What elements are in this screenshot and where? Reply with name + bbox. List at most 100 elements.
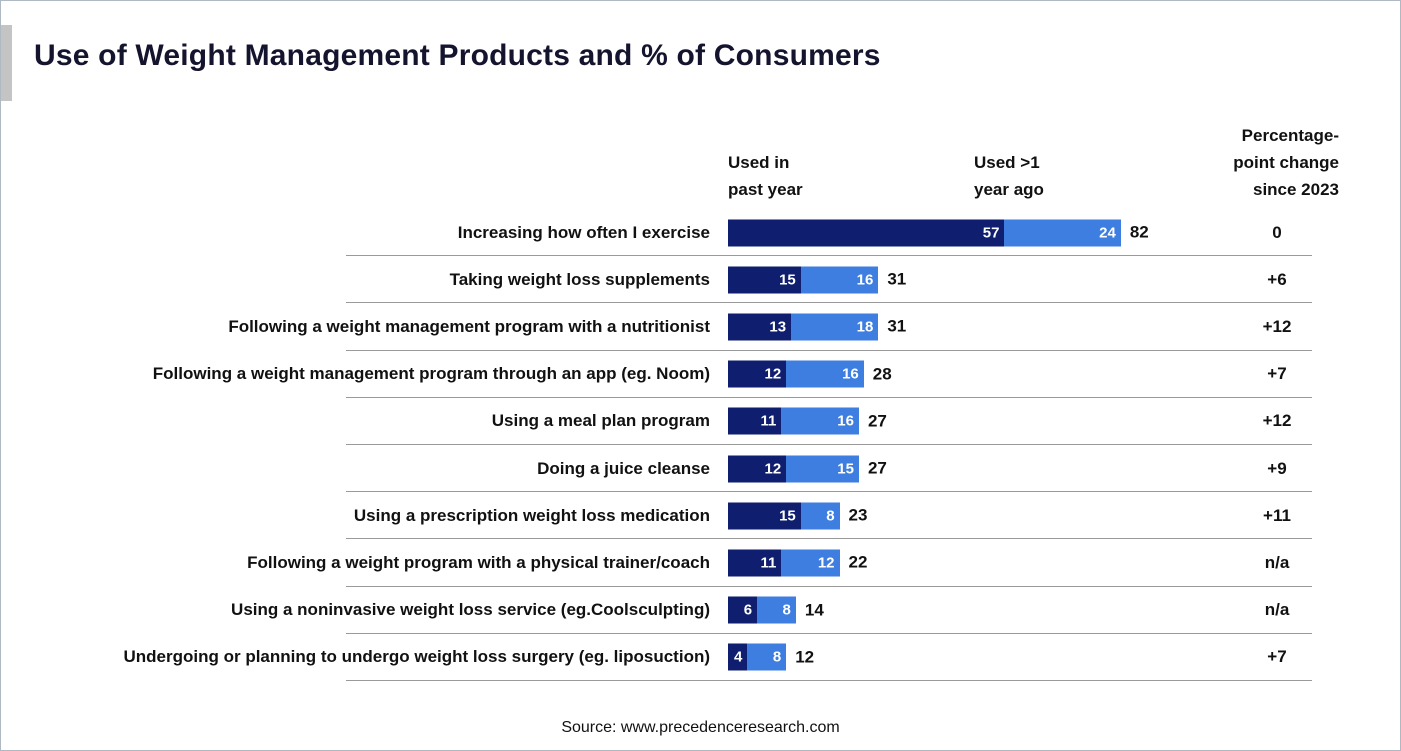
segment-value-year-ago: 16 [856,271,874,289]
bar-segment-used-past-year: 15 [728,502,801,530]
row-separator [346,632,1312,634]
bar-total-label: 12 [795,647,815,667]
segment-value-past-year: 15 [779,271,796,289]
bar-total-label: 28 [872,364,892,384]
bar-segment-used-year-ago: 12 [781,549,840,577]
title-accent-bar [1,25,12,101]
category-label: Following a weight management program wi… [228,316,710,336]
row-separator [346,491,1312,493]
bar-area: 12 15 27 [728,455,887,483]
segment-value-year-ago: 8 [782,601,791,619]
bar-segment-used-past-year: 11 [728,407,782,435]
bar-area: 57 24 82 [728,219,1149,247]
segment-value-year-ago: 12 [817,554,835,572]
bar-area: 12 16 28 [728,360,892,388]
bar-area: 15 8 23 [728,502,868,530]
bar-segment-used-past-year: 11 [728,549,782,577]
column-header-percentage-point-change: Percentage- point change since 2023 [1233,126,1339,199]
segment-value-past-year: 4 [734,648,743,666]
category-label: Using a noninvasive weight loss service … [231,600,710,620]
row-separator [346,585,1312,587]
page-title: Use of Weight Management Products and % … [34,39,881,72]
segment-value-past-year: 11 [760,412,777,430]
bar-segment-used-year-ago: 16 [781,407,859,435]
bar-total-label: 27 [867,411,887,431]
segment-value-year-ago: 16 [837,412,854,430]
change-value: +7 [1267,647,1287,667]
change-value: +12 [1262,316,1292,336]
row-separator [346,679,1312,681]
change-value: 0 [1272,222,1282,242]
bar-area: 11 16 27 [728,407,887,435]
segment-value-year-ago: 8 [826,507,835,525]
bar-segment-used-year-ago: 24 [1004,219,1121,247]
segment-value-past-year: 13 [769,318,787,336]
category-label: Following a weight management program th… [152,364,710,384]
chart-row: Taking weight loss supplements 15 16 31 … [41,256,1361,304]
bar-area: 13 18 31 [728,313,907,341]
bar-segment-used-past-year: 15 [728,266,801,294]
segment-value-past-year: 12 [764,460,782,478]
column-header-used-year-ago: Used >1 year ago [974,153,1044,199]
segment-value-past-year: 11 [760,554,777,572]
chart-row: Using a noninvasive weight loss service … [41,587,1361,634]
bar-total-label: 23 [848,505,868,525]
category-label: Undergoing or planning to undergo weight… [123,647,711,667]
category-label: Increasing how often I exercise [457,222,710,242]
bar-segment-used-past-year: 4 [728,643,748,671]
bar-segment-used-past-year: 12 [728,455,787,483]
change-value: +6 [1267,269,1287,289]
bar-total-label: 27 [867,458,887,478]
change-value: +11 [1263,505,1291,525]
segment-value-year-ago: 24 [1099,224,1116,242]
category-label: Doing a juice cleanse [537,458,710,478]
segment-value-past-year: 12 [764,365,782,383]
row-separator [346,255,1312,257]
bar-segment-used-past-year: 12 [728,360,787,388]
row-separator [346,443,1312,445]
category-label: Following a weight program with a physic… [247,552,710,572]
bar-total-label: 22 [848,552,868,572]
chart-row: Using a prescription weight loss medicat… [41,492,1361,540]
bar-segment-used-year-ago: 8 [747,643,787,671]
bar-total-label: 82 [1129,222,1149,242]
bar-total-label: 31 [887,269,907,289]
bar-segment-used-year-ago: 16 [800,266,879,294]
bar-area: 6 8 14 [728,596,824,624]
column-header-used-past-year: Used in past year [728,153,803,199]
change-value: +9 [1267,458,1287,478]
chart-row: Increasing how often I exercise 57 24 82… [41,209,1361,257]
change-value: n/a [1264,600,1290,620]
bar-area: 11 12 22 [728,549,868,577]
bar-segment-used-past-year: 13 [728,313,792,341]
change-value: n/a [1264,552,1290,572]
bar-segment-used-past-year: 57 [728,219,1005,247]
category-label: Using a prescription weight loss medicat… [353,505,710,525]
chart-row: Doing a juice cleanse 12 15 27 +9 [41,445,1361,493]
row-separator [346,538,1312,540]
bar-segment-used-year-ago: 8 [800,502,840,530]
segment-value-year-ago: 16 [842,365,859,383]
chart-row: Undergoing or planning to undergo weight… [41,634,1361,681]
row-separator [346,396,1312,398]
segment-value-year-ago: 15 [837,460,854,478]
segment-value-year-ago: 8 [772,648,782,666]
bar-segment-used-year-ago: 8 [757,596,796,624]
segment-value-past-year: 15 [779,507,796,525]
bar-total-label: 31 [887,316,907,336]
bar-area: 4 8 12 [728,643,815,671]
source-attribution: Source: www.precedenceresearch.com [561,719,840,736]
category-label: Using a meal plan program [491,411,710,431]
change-value: +12 [1262,411,1292,431]
chart-rows: Increasing how often I exercise 57 24 82… [41,209,1361,681]
bar-total-label: 14 [804,600,824,620]
chart-row: Following a weight management program wi… [41,303,1361,351]
chart-row: Using a meal plan program 11 16 27 +12 [41,398,1361,445]
bar-segment-used-year-ago: 16 [786,360,864,388]
chart-area: Used in past year Used >1 year ago Perce… [41,1,1361,750]
bar-segment-used-year-ago: 18 [791,313,879,341]
bar-segment-used-year-ago: 15 [786,455,859,483]
segment-value-year-ago: 18 [856,318,874,336]
chart-row: Following a weight program with a physic… [41,539,1361,587]
